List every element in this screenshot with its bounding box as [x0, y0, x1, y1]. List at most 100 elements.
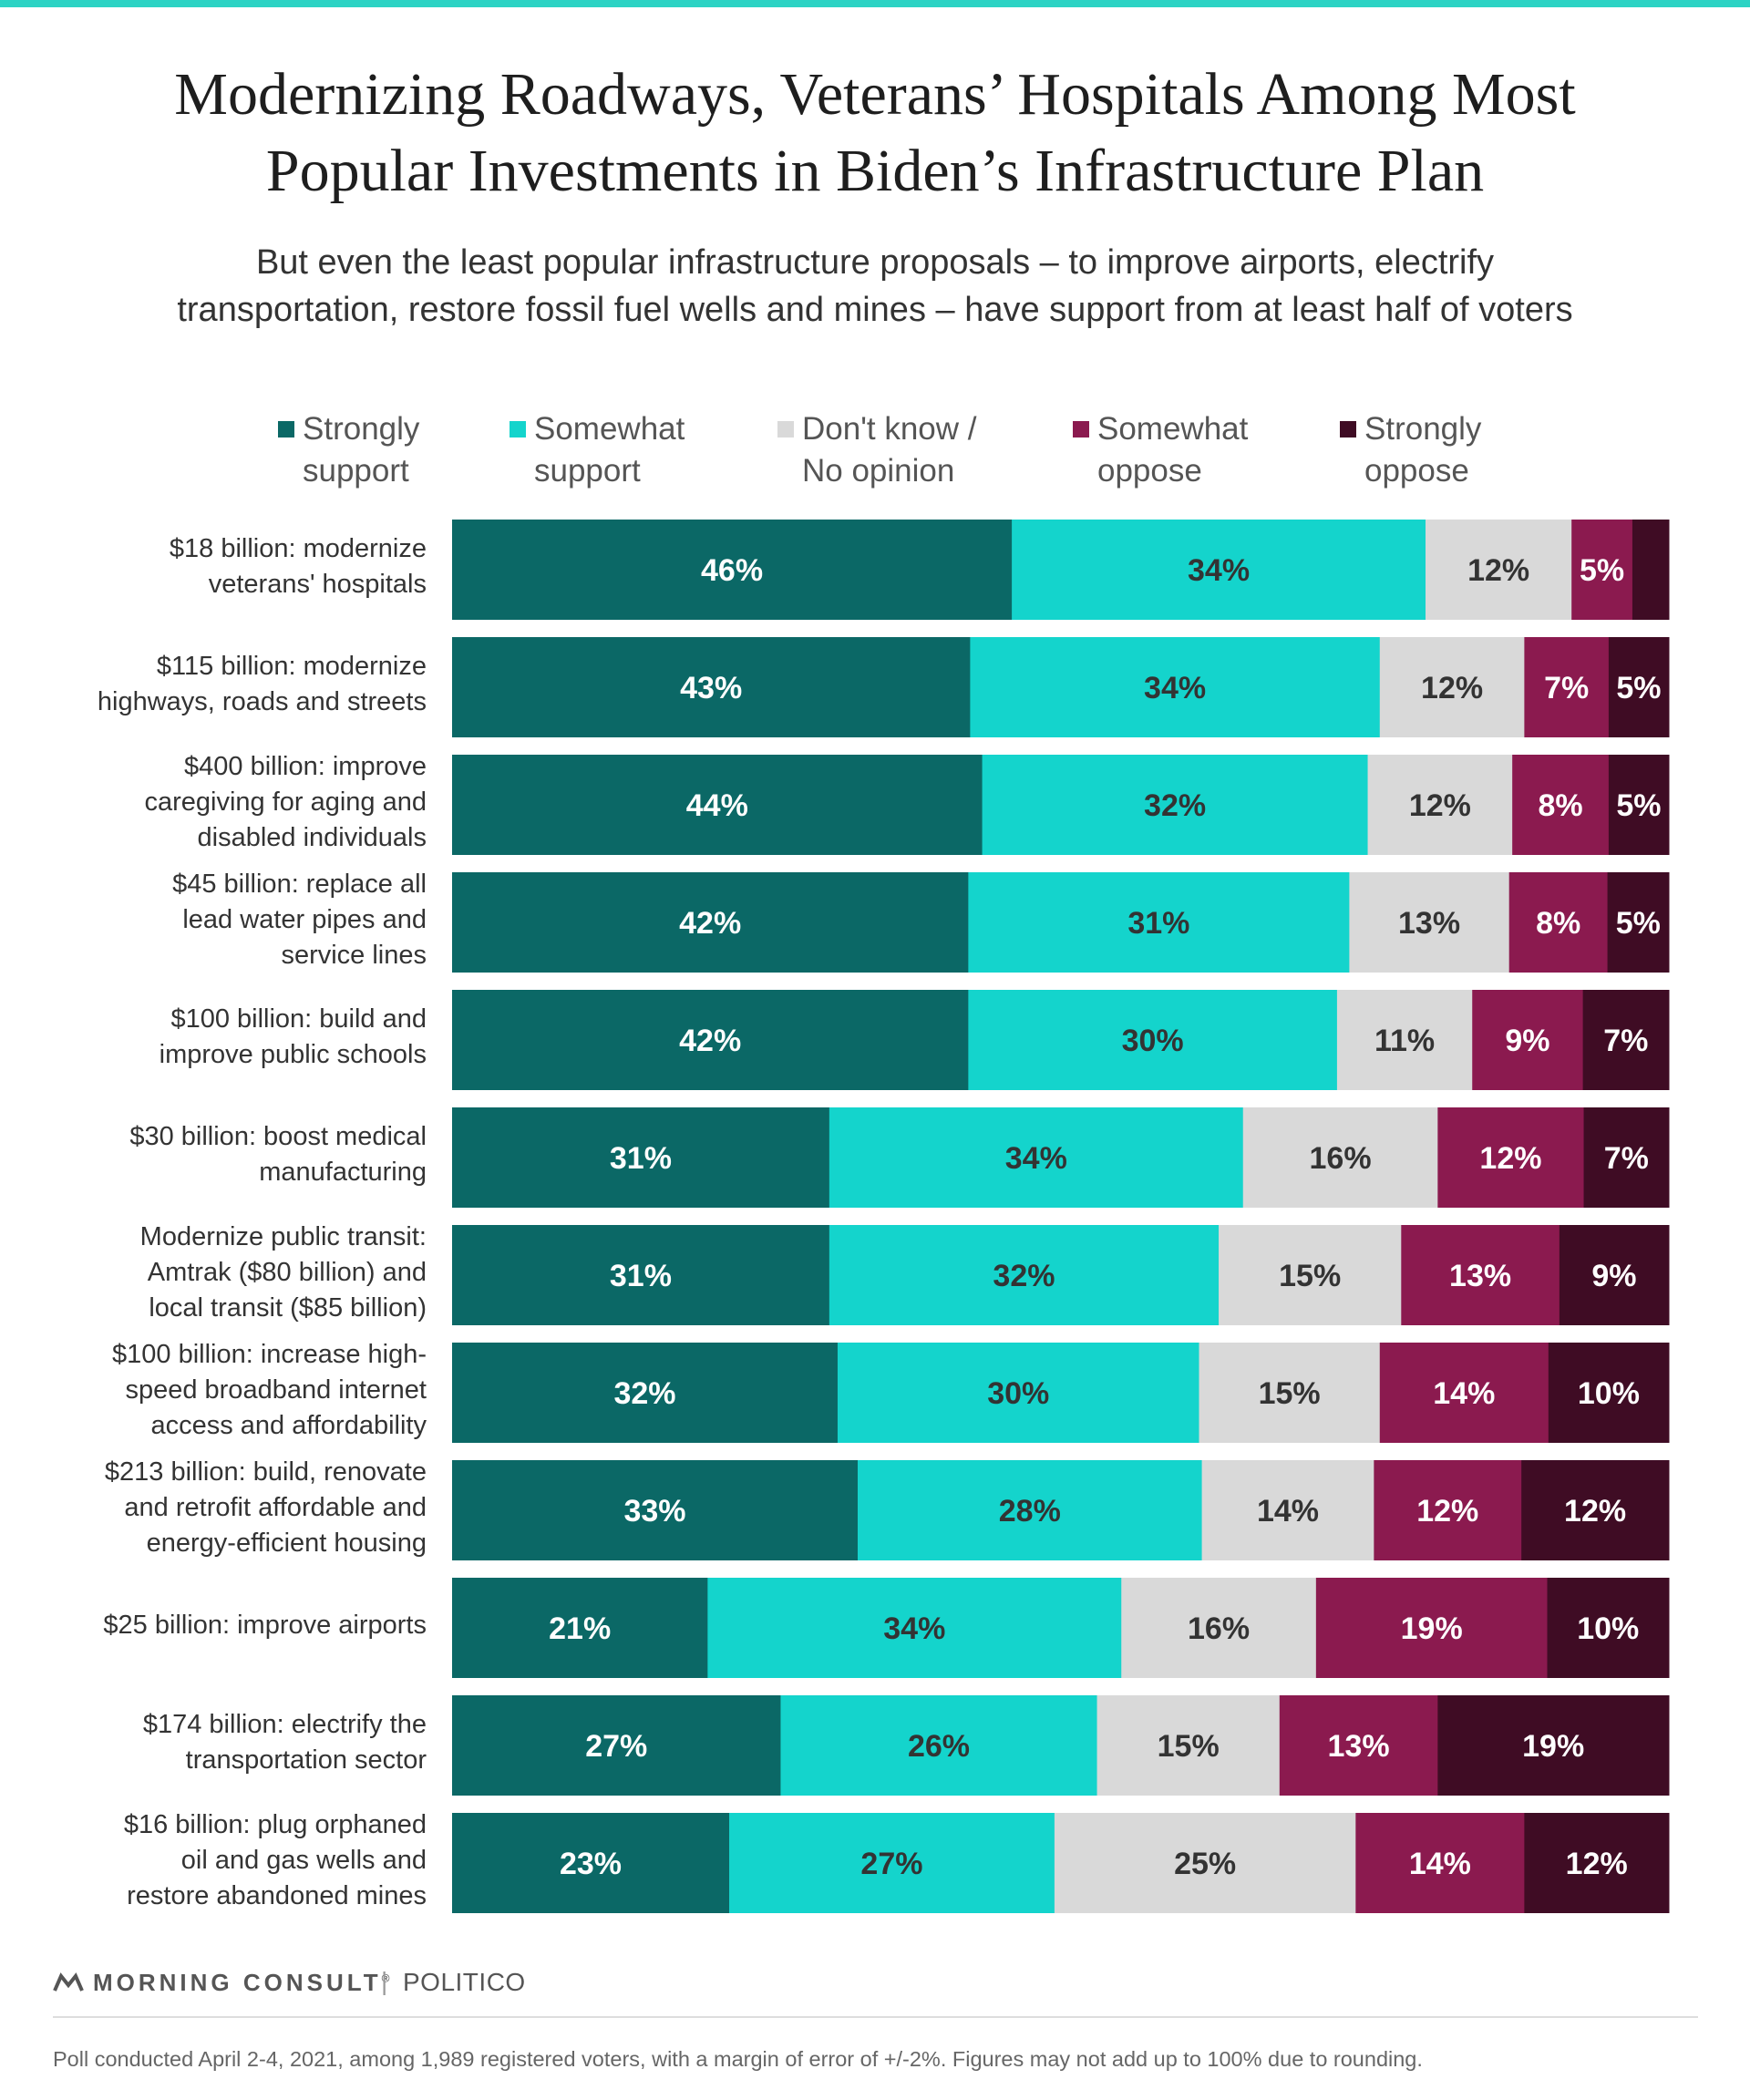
bar-segment-row-2-series-1 [452, 637, 971, 737]
data-label-row-2-series-3: 12% [1421, 671, 1483, 705]
category-label-row-11: $174 billion: electrify the transportatio… [36, 1707, 427, 1778]
category-label-row-9-line-3: energy-efficient housing [146, 1528, 427, 1558]
category-label-row-3-line-3: disabled individuals [197, 822, 427, 852]
bar-segment-row-4-series-4 [1508, 872, 1609, 973]
bar-segment-row-10-series-5 [1547, 1578, 1670, 1678]
bar-segment-row-2-series-2 [970, 637, 1381, 737]
bar-segment-row-5-series-4 [1472, 990, 1584, 1090]
bar-segment-row-8-series-5 [1548, 1343, 1670, 1443]
bar-segment-row-11-series-3 [1096, 1695, 1281, 1796]
bar-segment-row-12-series-3 [1054, 1813, 1356, 1913]
legend-label-3-line-1: Don't know / [802, 411, 977, 447]
category-label-row-8: $100 billion: increase high-speed broadb… [36, 1337, 427, 1444]
data-label-row-8-series-4: 14% [1433, 1376, 1495, 1411]
bar-segment-row-3-series-2 [982, 755, 1369, 855]
data-label-row-7-series-1: 31% [610, 1259, 672, 1293]
category-label-row-8-line-3: access and affordability [150, 1410, 427, 1440]
data-label-row-5-series-3: 11% [1374, 1024, 1435, 1058]
bar-segment-row-4-series-3 [1349, 872, 1510, 973]
data-label-row-9-series-1: 33% [623, 1494, 685, 1529]
bar-segment-row-8-series-2 [837, 1343, 1199, 1443]
category-label-row-5-line-1: $100 billion: build and [170, 1004, 427, 1034]
data-label-row-4-series-5: 5% [1616, 906, 1661, 941]
data-label-row-9-series-4: 12% [1416, 1494, 1478, 1529]
subtitle-line-2: transportation, restore fossil fuel well… [177, 291, 1573, 329]
bar-segment-row-4-series-5 [1607, 872, 1670, 973]
bar-segment-row-9-series-1 [452, 1460, 859, 1560]
morning-consult-wordmark: MORNING CONSULT® [93, 1969, 389, 1997]
bar-segment-row-6-series-2 [829, 1107, 1244, 1208]
legend-label-5-line-2: oppose [1364, 453, 1469, 489]
category-label-row-5: $100 billion: build and improve public sc… [36, 1002, 427, 1073]
data-label-row-1-series-2: 34% [1188, 553, 1250, 588]
category-label-row-7-line-3: local transit ($85 billion) [149, 1292, 427, 1323]
legend-item-1: Strongly support [278, 408, 419, 492]
data-label-row-2-series-4: 7% [1544, 671, 1589, 705]
data-label-row-7-series-2: 32% [993, 1259, 1055, 1293]
data-label-row-11-series-3: 15% [1158, 1729, 1220, 1764]
data-label-row-4-series-4: 8% [1536, 906, 1580, 941]
data-label-row-9-series-2: 28% [999, 1494, 1061, 1529]
legend-label-4-line-1: Somewhat [1097, 411, 1249, 447]
brand-registered-mark: ® [381, 1971, 390, 1985]
category-label-row-2-line-1: $115 billion: modernize [156, 652, 427, 681]
data-label-row-5-series-1: 42% [679, 1024, 741, 1058]
data-label-row-3-series-2: 32% [1144, 788, 1206, 823]
data-label-row-12-series-3: 25% [1174, 1847, 1236, 1881]
bar-segment-row-9-series-2 [858, 1460, 1203, 1560]
bar-segment-row-11-series-5 [1437, 1695, 1670, 1796]
bar-segment-row-3-series-3 [1367, 755, 1513, 855]
bar-segment-row-1-series-3 [1426, 520, 1572, 620]
category-label-row-2: $115 billion: modernize highways, roads a… [36, 649, 427, 720]
data-label-row-12-series-5: 12% [1566, 1847, 1628, 1881]
category-label-row-9: $213 billion: build, renovate and retrofi… [36, 1455, 427, 1561]
category-label-row-7-line-1: Modernize public transit: [139, 1221, 427, 1251]
legend-swatch-2 [510, 421, 526, 438]
category-label-row-3: $400 billion: improve caregiving for agin… [36, 749, 427, 856]
stacked-bar-chart: 46% 34% 12% 5% 43% 34% 12% 7% 5% 44% 32% 12% 8% 5% 42%… [452, 520, 1670, 1913]
category-label-row-4: $45 billion: replace all lead water pipes… [36, 867, 427, 973]
data-label-row-4-series-2: 31% [1127, 906, 1189, 941]
category-label-row-6: $30 billion: boost medical manufacturing [36, 1119, 427, 1190]
legend-label-3-line-2: No opinion [802, 453, 955, 489]
data-label-row-3-series-3: 12% [1409, 788, 1471, 823]
bar-segment-row-2-series-5 [1608, 637, 1670, 737]
category-label-row-9-line-2: and retrofit affordable and [124, 1492, 427, 1522]
data-label-row-12-series-1: 23% [560, 1847, 622, 1881]
brand-separator: | [381, 1967, 388, 1995]
category-label-row-3-line-1: $400 billion: improve [184, 751, 427, 781]
bar-segment-row-7-series-1 [452, 1225, 830, 1325]
data-label-row-11-series-2: 26% [908, 1729, 970, 1764]
data-label-row-5-series-5: 7% [1603, 1024, 1648, 1058]
brand-name: MORNING CONSULT [93, 1969, 382, 1996]
category-label-row-6-line-2: manufacturing [259, 1158, 427, 1187]
footer-divider [53, 2016, 1698, 2018]
category-label-row-5-line-2: improve public schools [159, 1040, 427, 1069]
bar-segment-row-12-series-5 [1524, 1813, 1670, 1913]
bar-segment-row-9-series-5 [1521, 1460, 1670, 1560]
legend-label-1-line-1: Strongly [303, 411, 420, 447]
bar-segment-row-4-series-2 [968, 872, 1350, 973]
bar-segment-row-4-series-1 [452, 872, 969, 973]
data-label-row-8-series-3: 15% [1259, 1376, 1321, 1411]
data-label-row-8-series-2: 30% [987, 1376, 1049, 1411]
data-label-row-1-series-4: 5% [1580, 553, 1624, 588]
bar-segment-row-5-series-5 [1582, 990, 1670, 1090]
category-label-row-7: Modernize public transit: Amtrak ($80 bil… [36, 1220, 427, 1326]
bar-segment-row-1-series-1 [452, 520, 1013, 620]
data-label-row-9-series-5: 12% [1564, 1494, 1626, 1529]
category-label-row-8-line-1: $100 billion: increase high- [112, 1339, 427, 1369]
data-label-row-12-series-2: 27% [860, 1847, 922, 1881]
bar-segment-row-6-series-1 [452, 1107, 830, 1208]
legend-label-2-line-2: support [534, 453, 641, 489]
bar-segment-row-11-series-1 [452, 1695, 781, 1796]
data-label-row-4-series-1: 42% [679, 906, 741, 941]
data-label-row-3-series-1: 44% [686, 788, 748, 823]
data-label-row-2-series-1: 43% [680, 671, 742, 705]
category-label-row-3-line-2: caregiving for aging and [144, 787, 427, 817]
legend-item-2: Somewhat support [510, 408, 685, 492]
data-label-row-12-series-4: 14% [1409, 1847, 1471, 1881]
bar-segment-row-7-series-3 [1219, 1225, 1402, 1325]
bar-segment-row-3-series-4 [1512, 755, 1610, 855]
legend-item-5: Strongly oppose [1340, 408, 1481, 492]
